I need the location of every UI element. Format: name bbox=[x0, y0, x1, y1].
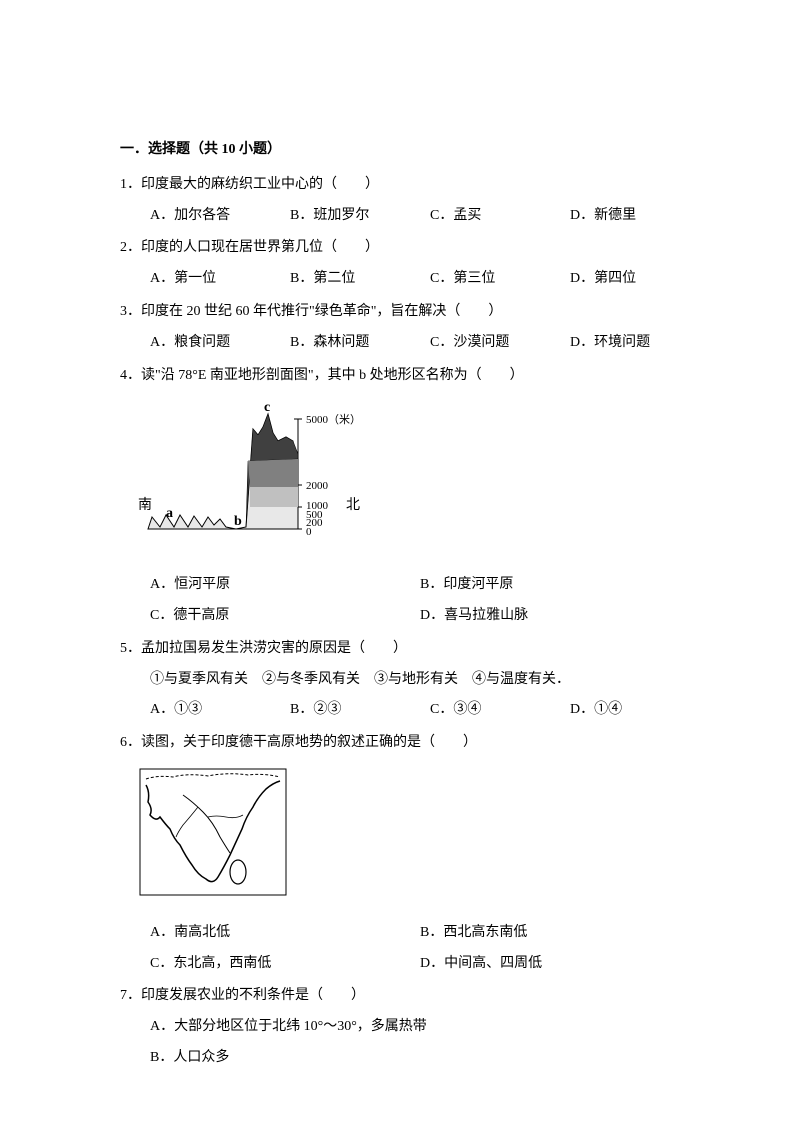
q6-optC: C．东北高，西南低 bbox=[150, 949, 420, 980]
q4-options-row2: C．德干高原 D．喜马拉雅山脉 bbox=[120, 601, 674, 632]
q5-optB: B．②③ bbox=[290, 695, 430, 726]
q4-text: 4．读"沿 78°E 南亚地形剖面图"，其中 b 处地形区名称为（ ） bbox=[120, 361, 674, 392]
q5-optC: C．③④ bbox=[430, 695, 570, 726]
q3-optA: A．粮食问题 bbox=[150, 328, 290, 359]
question-4: 4．读"沿 78°E 南亚地形剖面图"，其中 b 处地形区名称为（ ） 5000… bbox=[120, 361, 674, 632]
q4-figure: 5000（米） 2000 1000 500 200 0 南 北 a b c bbox=[120, 399, 674, 562]
terrain-profile-svg: 5000（米） 2000 1000 500 200 0 南 北 a b c bbox=[138, 399, 368, 549]
q6-text: 6．读图，关于印度德干高原地势的叙述正确的是（ ） bbox=[120, 728, 674, 759]
q5-optD: D．①④ bbox=[570, 695, 710, 726]
q5-options: A．①③ B．②③ C．③④ D．①④ bbox=[120, 695, 674, 726]
q2-optD: D．第四位 bbox=[570, 264, 710, 295]
q3-optB: B．森林问题 bbox=[290, 328, 430, 359]
q3-optD: D．环境问题 bbox=[570, 328, 710, 359]
t0: 0 bbox=[306, 526, 312, 538]
question-2: 2．印度的人口现在居世界第几位（ ） A．第一位 B．第二位 C．第三位 D．第… bbox=[120, 233, 674, 295]
north-label: 北 bbox=[346, 497, 360, 513]
question-5: 5．孟加拉国易发生洪涝灾害的原因是（ ） ①与夏季风有关 ②与冬季风有关 ③与地… bbox=[120, 634, 674, 726]
q5-conditions: ①与夏季风有关 ②与冬季风有关 ③与地形有关 ④与温度有关． bbox=[120, 665, 674, 696]
q6-figure bbox=[120, 767, 674, 910]
label-c: c bbox=[264, 400, 270, 415]
q5-optA: A．①③ bbox=[150, 695, 290, 726]
q6-options-row2: C．东北高，西南低 D．中间高、四周低 bbox=[120, 949, 674, 980]
q6-optD: D．中间高、四周低 bbox=[420, 949, 690, 980]
section-title: 一．选择题（共 10 小题） bbox=[120, 135, 674, 166]
q4-optB: B．印度河平原 bbox=[420, 570, 690, 601]
unit-label: 5000（米） bbox=[306, 413, 361, 426]
q4-optC: C．德干高原 bbox=[150, 601, 420, 632]
q2-text: 2．印度的人口现在居世界第几位（ ） bbox=[120, 233, 674, 264]
q5-text: 5．孟加拉国易发生洪涝灾害的原因是（ ） bbox=[120, 634, 674, 665]
q2-options: A．第一位 B．第二位 C．第三位 D．第四位 bbox=[120, 264, 674, 295]
t2000: 2000 bbox=[306, 480, 329, 492]
question-6: 6．读图，关于印度德干高原地势的叙述正确的是（ ） A．南高北低 B．西北高东南… bbox=[120, 728, 674, 979]
q4-options-row1: A．恒河平原 B．印度河平原 bbox=[120, 570, 674, 601]
q4-optD: D．喜马拉雅山脉 bbox=[420, 601, 690, 632]
label-b: b bbox=[234, 514, 242, 529]
india-map-svg bbox=[138, 767, 288, 897]
q2-optB: B．第二位 bbox=[290, 264, 430, 295]
q1-optD: D．新德里 bbox=[570, 201, 710, 232]
q3-text: 3．印度在 20 世纪 60 年代推行"绿色革命"，旨在解决（ ） bbox=[120, 297, 674, 328]
q7-optB: B．人口众多 bbox=[120, 1043, 674, 1074]
question-3: 3．印度在 20 世纪 60 年代推行"绿色革命"，旨在解决（ ） A．粮食问题… bbox=[120, 297, 674, 359]
q7-text: 7．印度发展农业的不利条件是（ ） bbox=[120, 981, 674, 1012]
q6-options-row1: A．南高北低 B．西北高东南低 bbox=[120, 918, 674, 949]
q2-optC: C．第三位 bbox=[430, 264, 570, 295]
q2-optA: A．第一位 bbox=[150, 264, 290, 295]
q3-options: A．粮食问题 B．森林问题 C．沙漠问题 D．环境问题 bbox=[120, 328, 674, 359]
q1-optC: C．孟买 bbox=[430, 201, 570, 232]
south-label: 南 bbox=[138, 497, 152, 513]
label-a: a bbox=[166, 506, 173, 521]
q1-optB: B．班加罗尔 bbox=[290, 201, 430, 232]
question-7: 7．印度发展农业的不利条件是（ ） A．大部分地区位于北纬 10°～30°，多属… bbox=[120, 981, 674, 1073]
q1-optA: A．加尔各答 bbox=[150, 201, 290, 232]
q4-optA: A．恒河平原 bbox=[150, 570, 420, 601]
q1-options: A．加尔各答 B．班加罗尔 C．孟买 D．新德里 bbox=[120, 201, 674, 232]
q6-optB: B．西北高东南低 bbox=[420, 918, 690, 949]
question-1: 1．印度最大的麻纺织工业中心的（ ） A．加尔各答 B．班加罗尔 C．孟买 D．… bbox=[120, 170, 674, 232]
q7-optA: A．大部分地区位于北纬 10°～30°，多属热带 bbox=[120, 1012, 674, 1043]
q3-optC: C．沙漠问题 bbox=[430, 328, 570, 359]
q6-optA: A．南高北低 bbox=[150, 918, 420, 949]
q1-text: 1．印度最大的麻纺织工业中心的（ ） bbox=[120, 170, 674, 201]
